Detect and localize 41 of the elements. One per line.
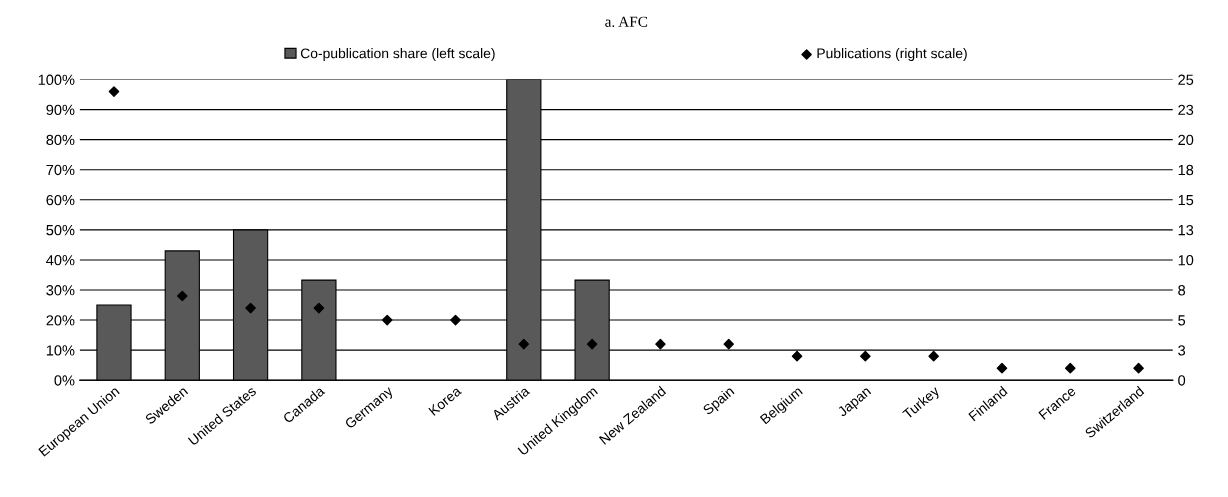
y-tick-label: 100% [38, 74, 75, 85]
y-tick-label: 70% [46, 164, 75, 176]
point [996, 362, 1008, 374]
point [655, 338, 666, 350]
legend-label: Co-publication share (left scale) [300, 48, 495, 62]
point [108, 86, 120, 97]
y2-tick-label: 15 [1178, 195, 1194, 206]
point [518, 338, 530, 350]
y-tick-label: 50% [46, 224, 75, 236]
point [176, 290, 188, 302]
point [928, 350, 939, 362]
y-tick-label: 30% [46, 285, 75, 296]
point [245, 302, 256, 314]
y2-tick-label: 3 [1178, 345, 1186, 356]
y2-tick-label: 18 [1178, 164, 1194, 176]
y2-tick-label: 13 [1178, 224, 1194, 236]
y2-tick-label: 20 [1178, 134, 1194, 146]
y2-tick-label: 5 [1178, 315, 1186, 326]
y-tick-label: 80% [46, 134, 75, 146]
legend-label: Publications (right scale) [817, 48, 967, 62]
y2-tick-label: 10 [1178, 255, 1194, 266]
y2-tick-label: 25 [1178, 74, 1194, 85]
y-tick-label: 40% [46, 255, 75, 266]
point [723, 338, 735, 350]
y-tick-label: 0% [54, 375, 75, 386]
point [1064, 362, 1076, 374]
y2-tick-label: 8 [1178, 285, 1186, 296]
point [313, 302, 325, 314]
point [791, 350, 803, 362]
y2-tick-label: 23 [1178, 104, 1194, 116]
point [450, 314, 461, 326]
point [381, 314, 393, 326]
point [586, 338, 598, 350]
y-tick-label: 90% [46, 104, 75, 116]
y-tick-label: 60% [46, 194, 75, 206]
y-tick-label: 10% [46, 345, 75, 356]
point [1133, 362, 1144, 374]
y2-tick-label: 0 [1178, 375, 1186, 386]
point [860, 350, 871, 362]
chart-title: a. AFC [605, 16, 648, 27]
y-tick-label: 20% [46, 315, 75, 326]
